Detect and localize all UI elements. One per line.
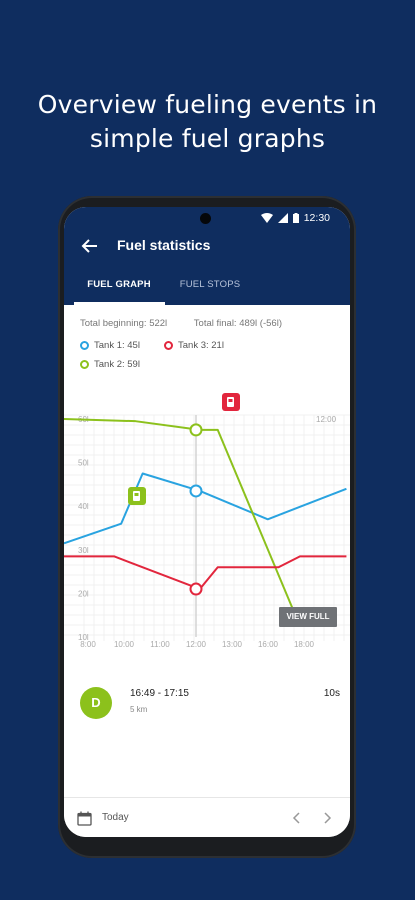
fuel-summary: Total beginning: 522l Total final: 489l … xyxy=(80,318,282,329)
cursor-point-tank-1 xyxy=(189,484,203,498)
headline-line-2: simple fuel graphs xyxy=(89,124,326,153)
total-final: Total final: 489l (-56l) xyxy=(193,318,282,329)
x-tick-label: 18:00 xyxy=(294,640,315,649)
x-tick-label: 11:00 xyxy=(150,640,170,649)
legend-item-tank-1: Tank 1: 45l xyxy=(80,340,140,351)
total-beginning: Total beginning: 522l xyxy=(80,318,168,329)
wifi-icon xyxy=(260,213,273,223)
fuel-stop-badge-green-pump-window xyxy=(134,493,139,496)
date-navigation-bar: Today xyxy=(64,797,350,837)
headline: Overview fueling events in simple fuel g… xyxy=(0,88,415,156)
legend-item-tank-2: Tank 2: 59l xyxy=(80,359,140,370)
y-tick-label: 30l xyxy=(78,546,89,555)
trip-time-range: 16:49 - 17:15 xyxy=(130,688,189,699)
chevron-right-icon[interactable] xyxy=(320,811,334,825)
y-tick-label: 50l xyxy=(78,459,89,468)
phone-screen: 12:30 Fuel statistics FUEL GRAPH FUEL ST… xyxy=(64,207,350,837)
back-arrow-icon[interactable] xyxy=(79,235,101,257)
headline-line-1: Overview fueling events in xyxy=(37,90,378,119)
y-tick-label: 40l xyxy=(78,502,89,511)
battery-icon xyxy=(292,213,299,223)
tank-2-color-dot xyxy=(80,360,89,369)
chevron-left-icon[interactable] xyxy=(290,811,304,825)
screen-title: Fuel statistics xyxy=(117,237,211,253)
calendar-icon[interactable] xyxy=(77,811,92,826)
x-tick-label: 13:00 xyxy=(222,640,243,649)
view-full-button[interactable]: VIEW FULL xyxy=(279,607,337,627)
legend-label-tank-2: Tank 2: 59l xyxy=(94,359,140,370)
series-line-tank-3 xyxy=(64,555,347,591)
signal-icon xyxy=(277,213,288,223)
legend-label-tank-3: Tank 3: 21l xyxy=(178,340,224,351)
x-tick-label: 10:00 xyxy=(114,640,135,649)
current-date-label[interactable]: Today xyxy=(102,812,129,823)
cursor-point-tank-2 xyxy=(189,423,203,437)
series-line-tank-1 xyxy=(64,472,347,545)
driver-avatar: D xyxy=(80,687,112,719)
cursor-point-tank-3 xyxy=(189,582,203,596)
fuel-stop-badge-red-pump-window xyxy=(228,399,233,402)
tab-fuel-graph[interactable]: FUEL GRAPH xyxy=(87,279,151,290)
selected-tab-indicator xyxy=(74,302,165,305)
x-tick-label: 8:00 xyxy=(80,640,96,649)
trip-duration: 10s xyxy=(323,688,340,699)
legend-item-tank-3: Tank 3: 21l xyxy=(164,340,224,351)
phone-frame: 12:30 Fuel statistics FUEL GRAPH FUEL ST… xyxy=(58,196,356,858)
status-time: 12:30 xyxy=(303,212,330,224)
y-tick-label: 20l xyxy=(78,589,89,598)
status-icons: 12:30 xyxy=(260,211,330,225)
tank-1-color-dot xyxy=(80,341,89,350)
trip-distance: 5 km xyxy=(130,705,148,714)
x-tick-label: 16:00 xyxy=(258,640,279,649)
tab-bar: FUEL GRAPH FUEL STOPS xyxy=(64,275,350,305)
tab-fuel-stops[interactable]: FUEL STOPS xyxy=(179,279,241,290)
tank-3-color-dot xyxy=(164,341,173,350)
y-tick-label: 10l xyxy=(78,633,89,642)
camera-punch-hole xyxy=(200,213,211,224)
status-bar: 12:30 xyxy=(64,207,350,229)
trip-list-item[interactable]: D 16:49 - 17:15 5 km 10s xyxy=(80,687,340,727)
cursor-time-label: 12:00 xyxy=(316,415,337,424)
app-bar: Fuel statistics FUEL GRAPH FUEL STOPS xyxy=(64,229,350,305)
legend-label-tank-1: Tank 1: 45l xyxy=(94,340,140,351)
x-tick-label: 12:00 xyxy=(186,640,207,649)
